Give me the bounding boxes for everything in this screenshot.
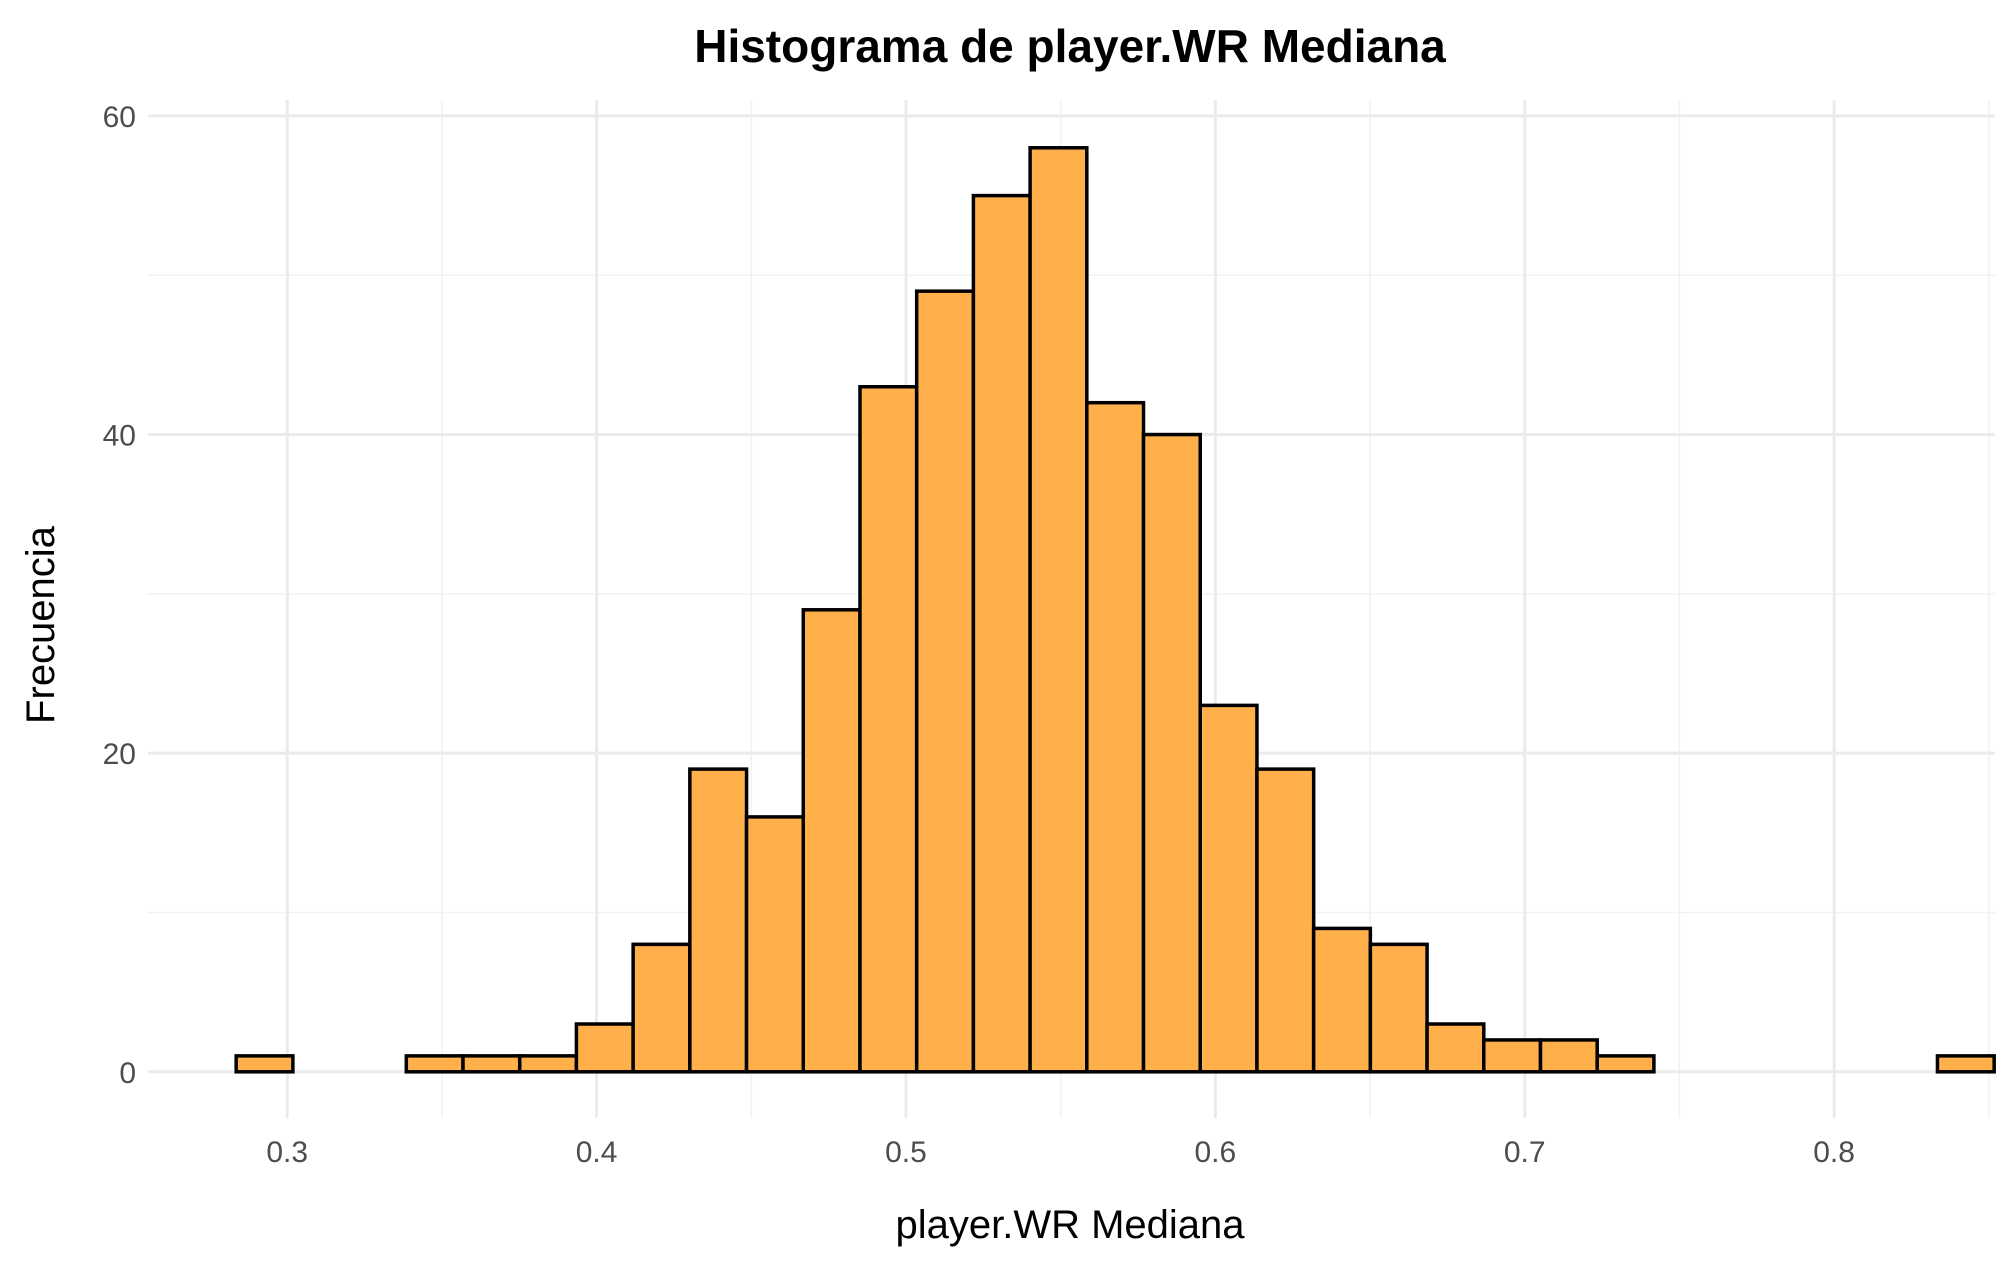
x-tick-label: 0.5: [885, 1136, 927, 1169]
histogram-bar: [1935, 1054, 1996, 1074]
x-tick-label: 0.4: [576, 1136, 618, 1169]
histogram-bar: [574, 1022, 635, 1074]
histogram-bar: [1482, 1038, 1543, 1074]
histogram-bar: [1425, 1022, 1486, 1074]
histogram-bar: [1255, 767, 1316, 1074]
histogram-bar: [1311, 926, 1373, 1074]
histogram-bar: [1085, 400, 1146, 1074]
histogram-bar: [1595, 1054, 1656, 1074]
histogram-bar: [234, 1054, 295, 1074]
histogram-bar: [517, 1054, 579, 1074]
histogram-bar: [1141, 432, 1202, 1074]
x-tick-label: 0.3: [266, 1136, 308, 1169]
histogram-bar: [1368, 942, 1429, 1074]
y-axis-tick-labels: 0 20 40 60: [103, 101, 136, 1090]
histogram-bar: [631, 942, 692, 1074]
histogram-bar: [801, 608, 862, 1074]
histogram-bar: [858, 385, 919, 1074]
x-tick-label: 0.7: [1504, 1136, 1546, 1169]
y-tick-label: 20: [103, 738, 136, 771]
histogram-bar: [1198, 703, 1259, 1074]
y-tick-label: 60: [103, 101, 136, 134]
histogram-bar: [1538, 1038, 1599, 1074]
histogram-bar: [461, 1054, 522, 1074]
histogram-bar: [688, 767, 749, 1074]
x-tick-label: 0.8: [1813, 1136, 1855, 1169]
histogram-bar: [744, 815, 806, 1074]
histogram-bar: [404, 1054, 465, 1074]
y-tick-label: 40: [103, 420, 136, 453]
y-tick-label: 0: [119, 1057, 136, 1090]
histogram-bars: [234, 146, 1996, 1074]
histogram-bar: [1028, 146, 1089, 1074]
chart-title: Histograma de player.WR Mediana: [694, 20, 1446, 72]
y-axis-title: Frecuencia: [19, 525, 63, 724]
x-tick-label: 0.6: [1195, 1136, 1237, 1169]
histogram-bar: [914, 289, 976, 1074]
x-axis-title: player.WR Mediana: [895, 1203, 1245, 1247]
x-axis-tick-labels: 0.3 0.4 0.5 0.6 0.7 0.8: [266, 1136, 1855, 1169]
histogram-bar: [971, 193, 1032, 1074]
